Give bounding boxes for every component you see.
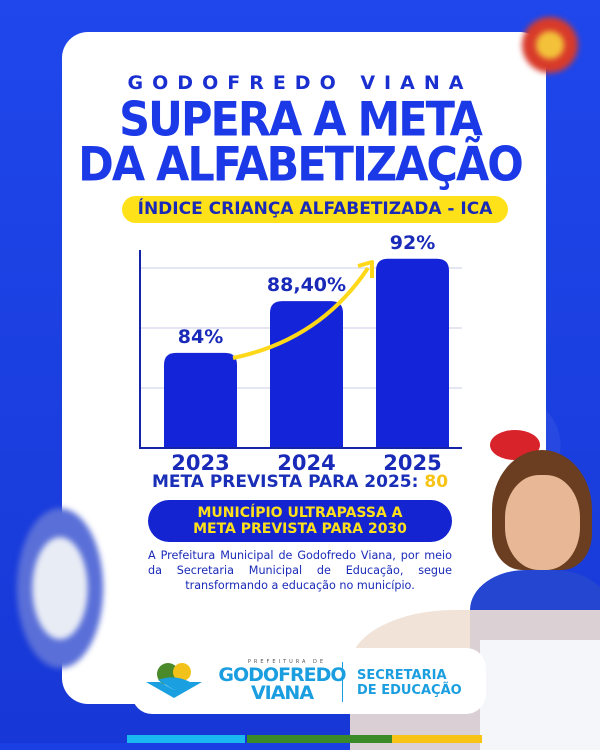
divider bbox=[342, 662, 343, 702]
goal-value: 80 bbox=[424, 472, 449, 492]
x-tick-label-2023: 2023 bbox=[171, 451, 229, 475]
x-tick-label-2024: 2024 bbox=[277, 451, 335, 475]
banner-line1: MUNICÍPIO ULTRAPASSA A bbox=[197, 505, 403, 521]
goal-label: META PREVISTA PARA 2025: bbox=[151, 472, 419, 492]
logo-name: GODOFREDO VIANA bbox=[217, 664, 347, 704]
x-tick-label-2025: 2025 bbox=[383, 451, 441, 475]
logo-name1: GODOFREDO bbox=[218, 664, 346, 686]
bar-2023 bbox=[164, 352, 237, 447]
data-label-2024: 88,40% bbox=[267, 274, 346, 296]
department-line1: SECRETARIA bbox=[357, 668, 447, 683]
rocket-left-icon bbox=[5, 505, 115, 690]
body-text: A Prefeitura Municipal de Godofredo Vian… bbox=[148, 549, 452, 592]
bar-2025 bbox=[376, 258, 449, 447]
child-photo bbox=[350, 420, 600, 750]
headline-line2: DA ALFABETIZAÇÃO bbox=[78, 137, 524, 193]
rocket-top-right-icon bbox=[520, 10, 580, 80]
logo-small-text: PREFEITURA DE bbox=[247, 659, 327, 665]
banner-line2: META PREVISTA PARA 2030 bbox=[193, 521, 407, 537]
footer-logo-card: PREFEITURA DE GODOFREDO VIANA SECRETARIA D… bbox=[132, 648, 486, 714]
trend-arrowhead-icon bbox=[357, 260, 374, 278]
logo-name2: VIANA bbox=[250, 682, 314, 704]
color-strip-cyan bbox=[127, 735, 245, 743]
data-label-2023: 84% bbox=[178, 326, 223, 348]
department-line2: DE EDUCAÇÃO bbox=[357, 683, 462, 698]
department-name: SECRETARIA DE EDUCAÇÃO bbox=[357, 668, 462, 698]
municipality-title: GODOFREDO VIANA bbox=[127, 72, 473, 94]
color-strip-yellow bbox=[392, 735, 482, 743]
color-strip-green bbox=[247, 735, 392, 743]
index-label: ÍNDICE CRIANÇA ALFABETIZADA - ICA bbox=[122, 196, 508, 223]
goal-text: META PREVISTA PARA 2025: 80 bbox=[0, 472, 600, 492]
headline-line1: SUPERA A META bbox=[119, 92, 483, 148]
data-label-2025: 92% bbox=[390, 232, 435, 254]
trend-arrow-icon bbox=[232, 266, 370, 360]
banner: MUNICÍPIO ULTRAPASSA A META PREVISTA PARA… bbox=[148, 500, 452, 542]
bar-2024 bbox=[270, 301, 343, 447]
municipality-logo-icon bbox=[146, 663, 202, 698]
